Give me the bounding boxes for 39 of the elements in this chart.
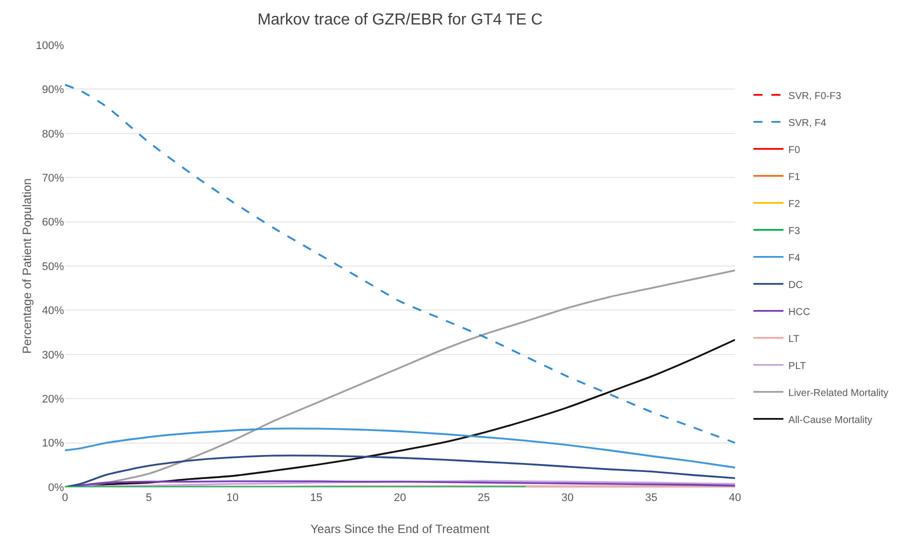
y-tick-label: 70%: [42, 172, 64, 184]
line-series: [65, 454, 735, 487]
y-tick-label: 80%: [42, 128, 64, 140]
y-tick-label: 0%: [48, 482, 64, 494]
line-series: [65, 84, 735, 444]
y-tick-label: 20%: [42, 393, 64, 406]
y-tick-label: 40%: [42, 305, 64, 318]
y-tick-label: 10%: [42, 438, 64, 450]
x-tick-label: 10: [226, 492, 239, 504]
line-series: [65, 428, 735, 468]
legend-label: SVR, F4: [788, 118, 827, 129]
legend-label: DC: [788, 280, 803, 291]
x-tick-label: 35: [645, 492, 658, 504]
x-tick-label: 20: [394, 492, 406, 504]
legend-label: SVR, F0-F3: [788, 90, 842, 102]
legend-label: F0: [788, 144, 801, 156]
x-tick-label: 25: [478, 492, 490, 504]
y-axis-title: Percentage of Patient Population: [20, 178, 34, 354]
legend-label: All-Cause Mortality: [788, 414, 872, 426]
legend-label: HCC: [788, 306, 810, 318]
x-tick-label: 5: [146, 492, 152, 504]
legend-label: F1: [788, 172, 801, 183]
x-axis-title: Years Since the End of Treatment: [310, 522, 490, 536]
legend-label: LT: [788, 334, 800, 345]
legend-label: F4: [788, 252, 801, 264]
legend-label: F2: [788, 198, 801, 210]
y-tick-label: 30%: [42, 349, 64, 362]
y-tick-label: 60%: [42, 216, 64, 229]
x-tick-label: 0: [62, 492, 68, 504]
x-tick-label: 15: [310, 492, 322, 504]
y-tick-label: 100%: [36, 40, 64, 52]
y-tick-label: 50%: [42, 260, 64, 273]
chart-title: Markov trace of GZR/EBR for GT4 TE C: [257, 12, 543, 29]
y-tick-label: 90%: [42, 84, 64, 96]
legend-label: PLT: [788, 360, 806, 372]
x-tick-label: 30: [561, 492, 574, 504]
x-tick-label: 40: [728, 492, 742, 504]
legend-label: F3: [788, 226, 801, 237]
legend-label: Liver-Related Mortality: [788, 388, 888, 399]
